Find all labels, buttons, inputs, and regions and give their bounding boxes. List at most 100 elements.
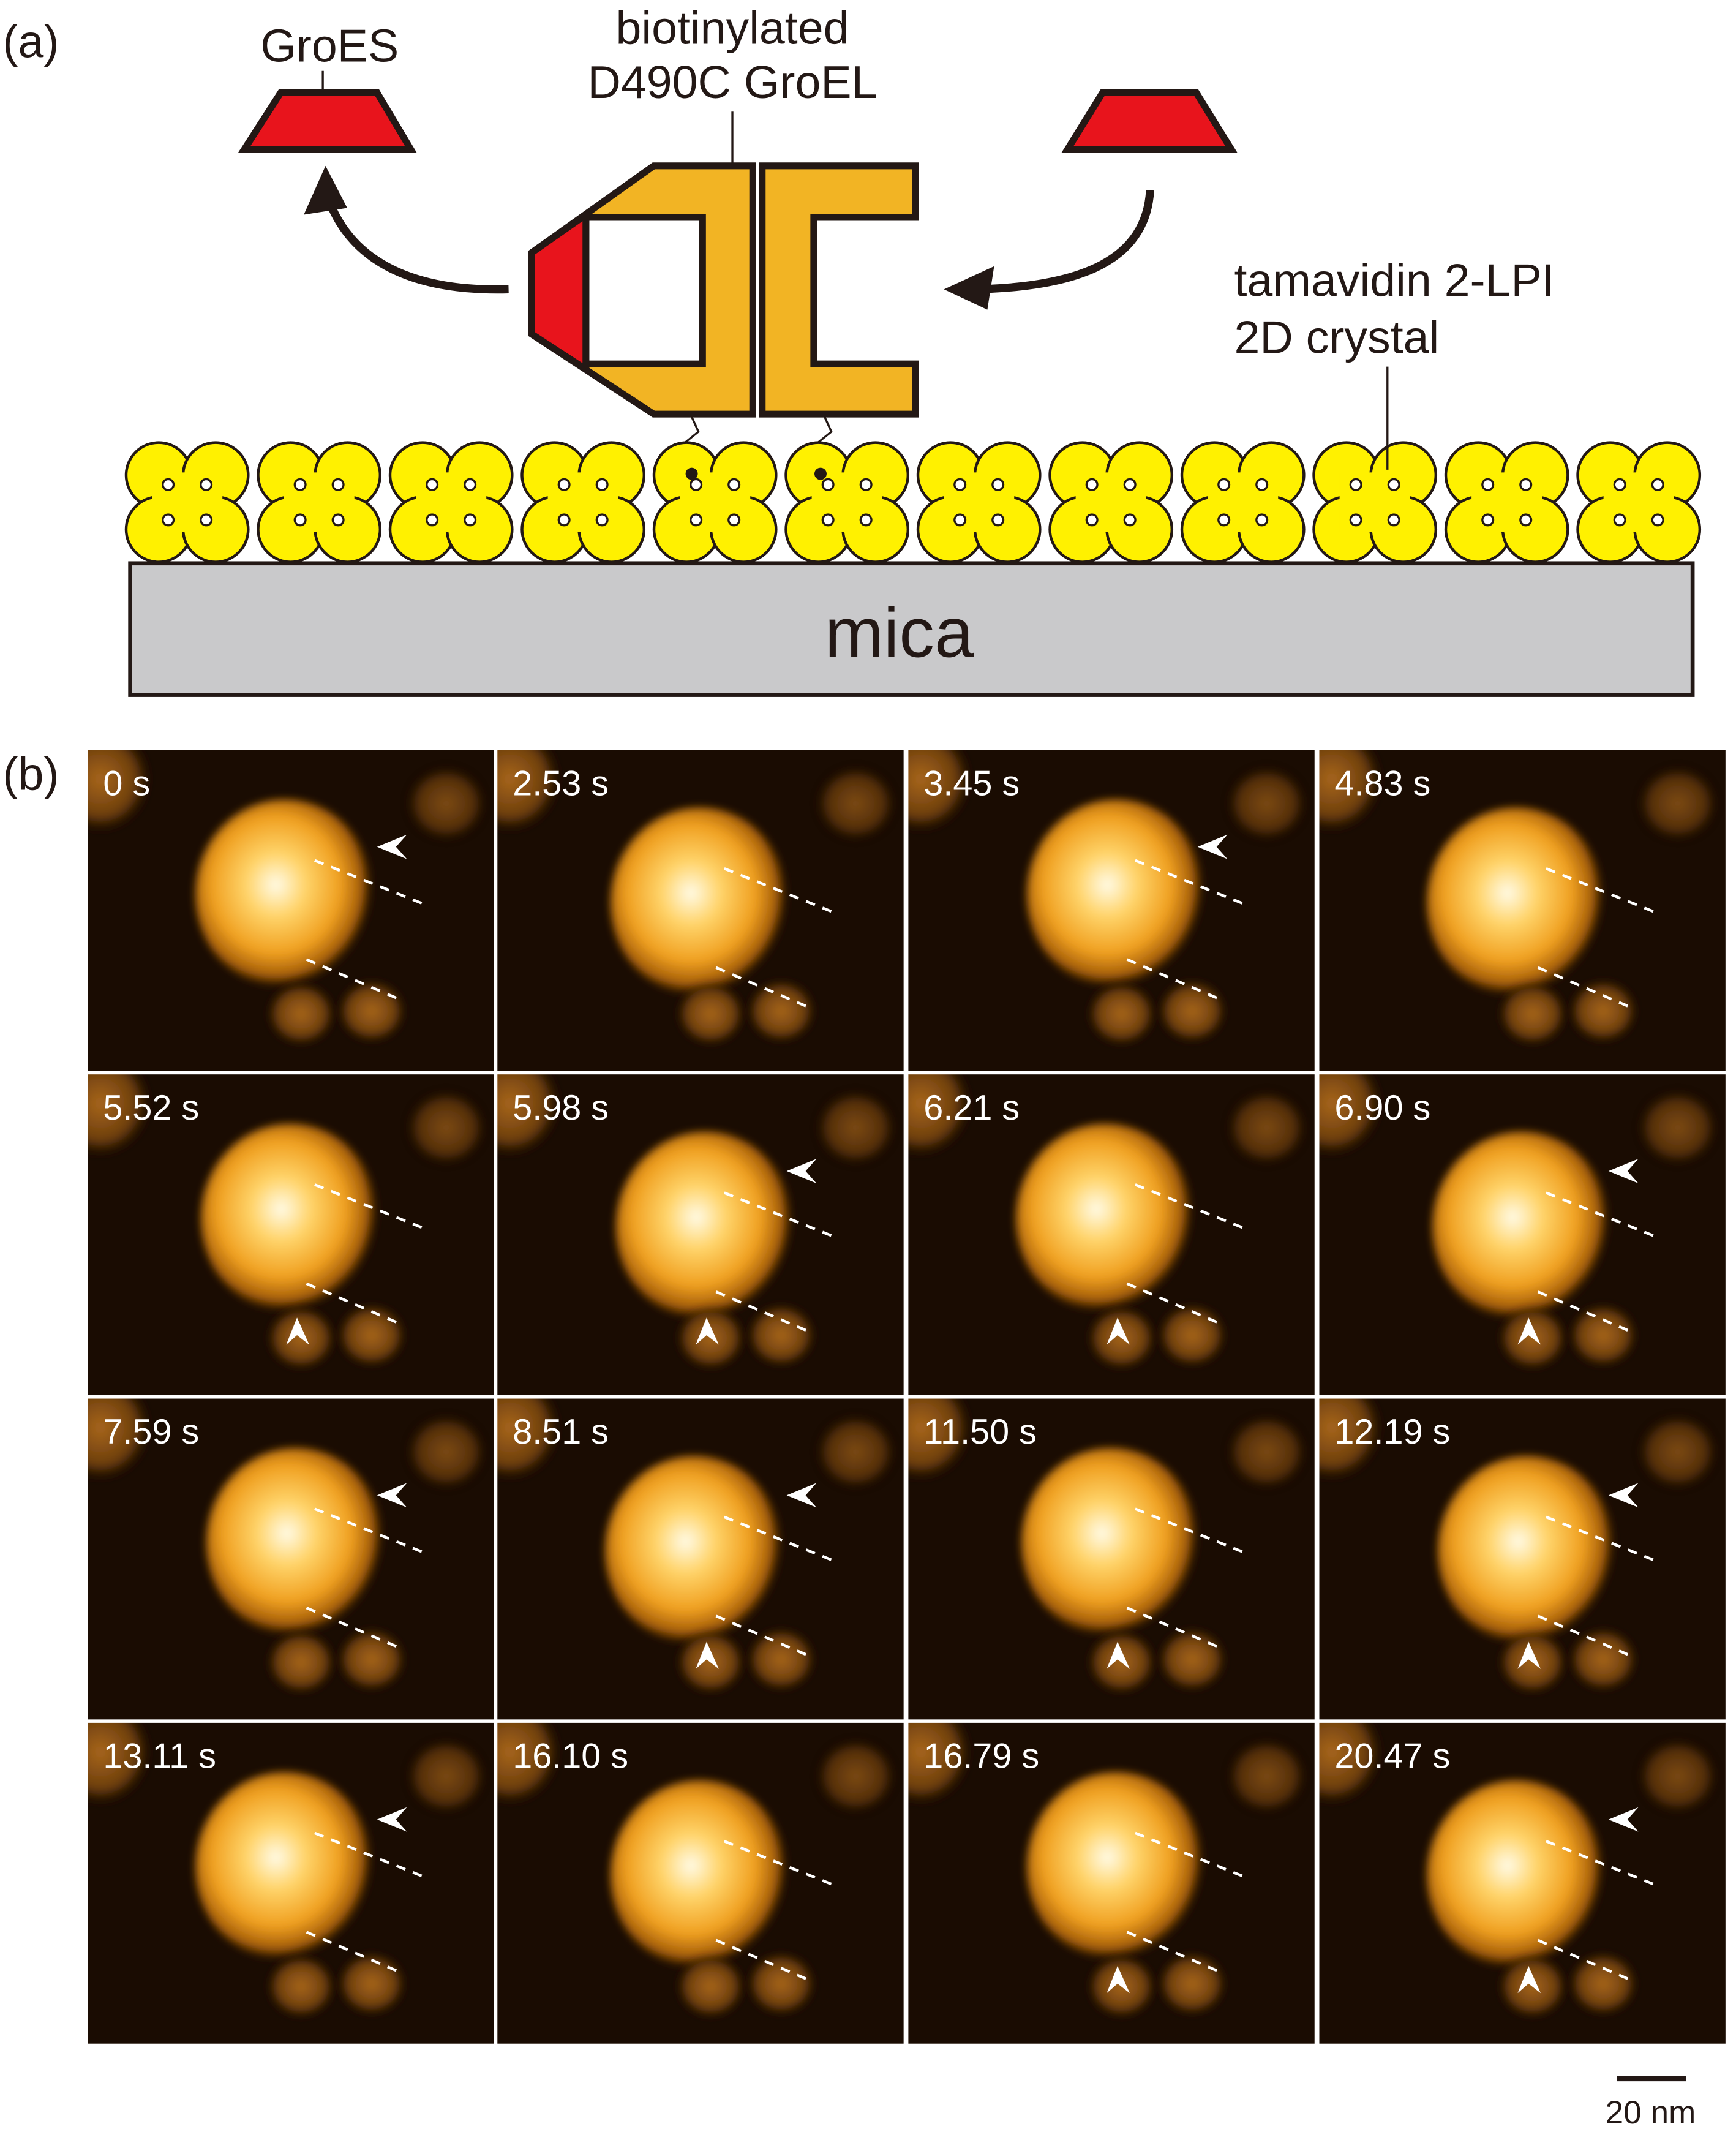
corner-particle xyxy=(815,1414,897,1490)
dashed-line xyxy=(1546,1840,1655,1886)
crystal-fill xyxy=(680,472,751,532)
afm-frame xyxy=(907,1073,1316,1396)
time-label: 16.79 s xyxy=(923,1737,1039,1776)
arrowhead xyxy=(1517,1317,1541,1345)
arrowhead xyxy=(286,1317,309,1345)
frame-border xyxy=(495,748,906,1073)
corner-particle xyxy=(86,1397,152,1482)
groel-particle xyxy=(1021,1447,1201,1638)
corner-particle xyxy=(907,1722,973,1806)
afm-frame xyxy=(1318,1397,1727,1721)
small-particle xyxy=(266,1953,337,2019)
binding-site xyxy=(464,478,477,491)
binding-site xyxy=(1349,513,1362,527)
afm-frame xyxy=(496,749,905,1072)
arrow-release xyxy=(321,189,509,294)
binding-site xyxy=(1613,478,1626,491)
binding-site xyxy=(1123,478,1137,491)
groes-bound xyxy=(528,208,590,376)
corner-particle xyxy=(1637,765,1719,842)
groel-particle xyxy=(1427,807,1606,998)
biotin xyxy=(814,467,827,480)
arrowhead xyxy=(786,1483,817,1508)
groel-particle xyxy=(610,807,790,998)
arrowhead xyxy=(696,1317,719,1345)
crystal-fill xyxy=(1075,472,1146,532)
binding-site xyxy=(595,513,609,527)
crystal-fill xyxy=(284,472,355,532)
frame-border xyxy=(906,748,1317,1073)
crystal-label: 2D crystal xyxy=(1234,311,1440,363)
arrowhead xyxy=(1517,1965,1541,1994)
groel-label: biotinylated xyxy=(616,2,849,53)
small-particle xyxy=(1568,1302,1639,1368)
corner-particle xyxy=(907,749,973,834)
arrowhead xyxy=(377,834,407,859)
mica-label: mica xyxy=(825,594,974,673)
groel-particle xyxy=(1026,1772,1206,1962)
arrowhead xyxy=(377,1807,407,1832)
binding-site xyxy=(426,513,439,527)
frame-border xyxy=(1317,1072,1728,1398)
binding-site xyxy=(953,478,967,491)
afm-frame xyxy=(907,749,1316,1072)
groel-particle xyxy=(604,1456,784,1646)
arrowhead xyxy=(1107,1641,1130,1669)
groes-label: GroES xyxy=(260,20,399,71)
corner-particle xyxy=(907,1397,973,1482)
binding-site xyxy=(1519,513,1533,527)
time-label: 4.83 s xyxy=(1334,764,1430,803)
corner-particle xyxy=(1226,1738,1308,1814)
binding-site xyxy=(557,513,571,527)
arrowhead xyxy=(1107,1965,1130,1994)
binding-site xyxy=(1481,478,1495,491)
dashed-line xyxy=(1546,1515,1655,1562)
corner-particle xyxy=(405,1414,487,1490)
afm-frame xyxy=(907,1722,1316,2045)
dashed-line xyxy=(314,1183,424,1230)
binding-site xyxy=(1519,478,1533,491)
arrow-head xyxy=(944,266,994,310)
corner-particle xyxy=(405,1090,487,1166)
small-particle xyxy=(266,1629,337,1695)
small-particle xyxy=(746,1951,817,2016)
time-label: 20.47 s xyxy=(1334,1737,1450,1776)
crystal-fill xyxy=(547,472,618,532)
groes-right xyxy=(1061,89,1238,153)
corner-particle xyxy=(1226,765,1308,842)
corner-particle xyxy=(1318,749,1384,834)
panel-label: (a) xyxy=(2,16,59,67)
binding-site xyxy=(1085,478,1099,491)
frame-border xyxy=(86,748,497,1073)
dashed-line xyxy=(1546,1191,1655,1238)
crystal-fill xyxy=(944,472,1015,532)
dashed-line xyxy=(1135,1507,1244,1554)
dashed-line xyxy=(723,867,833,914)
time-label: 6.21 s xyxy=(923,1088,1020,1128)
biotin xyxy=(685,467,698,480)
arrow-bind xyxy=(969,190,1154,294)
binding-site xyxy=(1349,478,1362,491)
binding-site xyxy=(953,513,967,527)
time-label: 3.45 s xyxy=(923,764,1020,803)
corner-particle xyxy=(86,749,152,834)
binding-site xyxy=(991,513,1005,527)
small-particle xyxy=(746,1302,817,1368)
dashed-line xyxy=(723,1840,833,1886)
arrowhead xyxy=(1608,1807,1639,1832)
corner-particle xyxy=(815,1090,897,1166)
afm-frame xyxy=(1318,1073,1727,1396)
scale-bar-label: 20 nm xyxy=(1606,2095,1696,2131)
corner-particle xyxy=(86,1073,152,1158)
binding-site xyxy=(1481,513,1495,527)
arrowhead xyxy=(1107,1317,1130,1345)
groel-label: D490C GroEL xyxy=(588,56,877,108)
groel-particle xyxy=(1427,1780,1606,1970)
afm-frame xyxy=(86,1722,495,2045)
binding-site xyxy=(859,513,873,527)
time-label: 2.53 s xyxy=(513,764,609,803)
groel-particle xyxy=(195,1772,375,1962)
groel-particle xyxy=(200,1123,380,1314)
frame-border xyxy=(1317,1396,1728,1722)
